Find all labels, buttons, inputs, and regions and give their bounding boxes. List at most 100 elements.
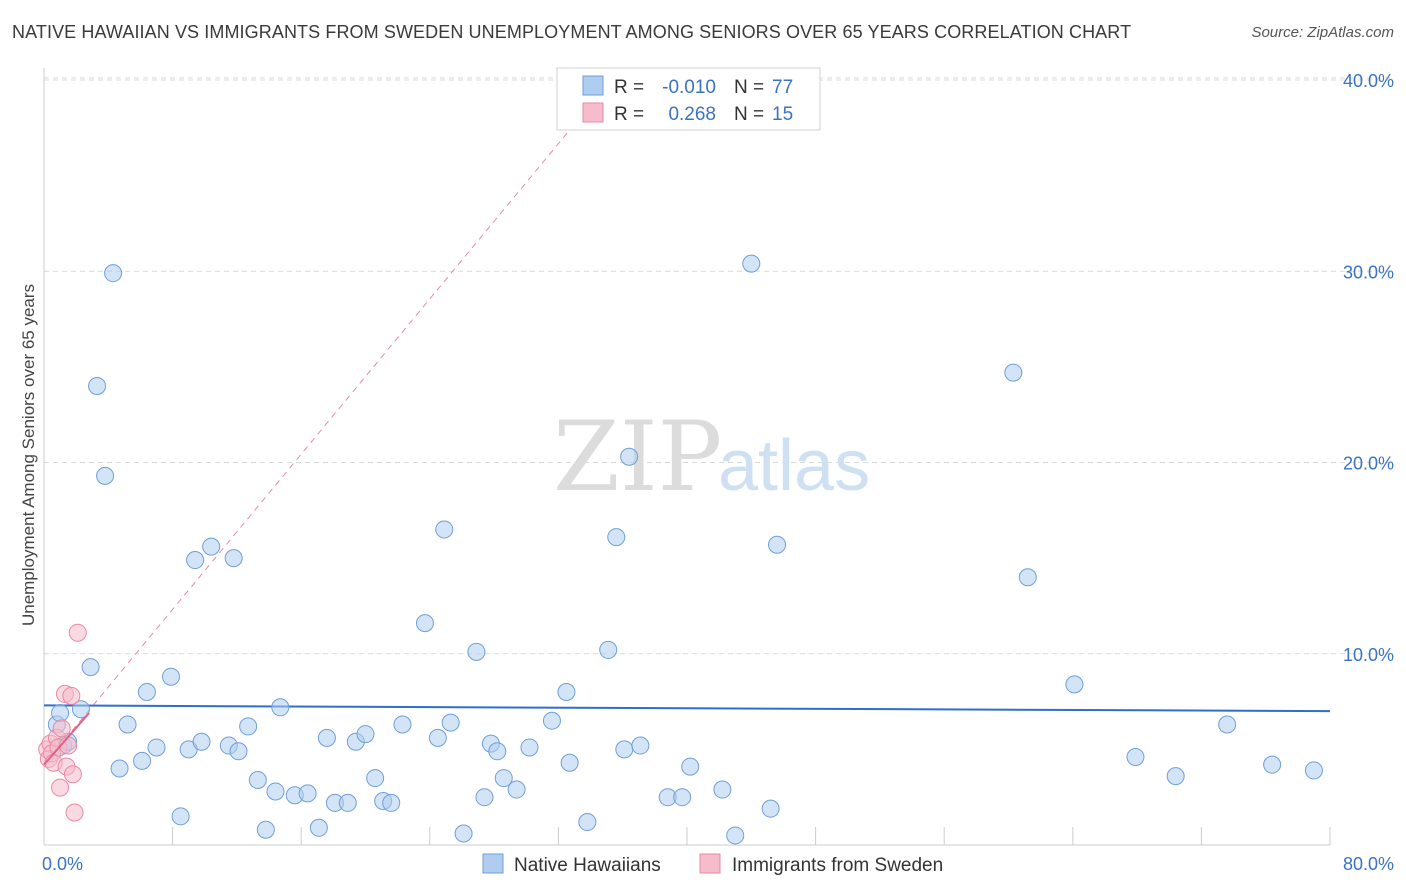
native-hawaiians-point-5 — [81, 658, 100, 677]
native-hawaiians-point-43 — [441, 713, 460, 732]
native-hawaiians-point-56 — [599, 640, 618, 659]
native-hawaiians-trend — [43, 704, 1331, 713]
native-hawaiians-point-15 — [171, 807, 190, 826]
native-hawaiians-point-59 — [620, 447, 639, 466]
series-legend: Native Hawaiians Immigrants from Sweden — [482, 853, 943, 876]
legend-immigrants-sweden: Immigrants from Sweden — [732, 855, 943, 876]
native-hawaiians-points — [47, 254, 1323, 845]
native-hawaiians-point-29 — [298, 784, 317, 803]
native-hawaiians-point-18 — [192, 732, 211, 751]
legend-r-value-1: -0.010 — [662, 77, 716, 98]
native-hawaiians-point-70 — [1018, 568, 1037, 587]
native-hawaiians-point-21 — [224, 549, 243, 568]
legend-native-hawaiians: Native Hawaiians — [514, 855, 661, 876]
source-label: Source: ZipAtlas.com — [1251, 24, 1394, 41]
native-hawaiians-point-72 — [1126, 748, 1145, 767]
native-hawaiians-point-65 — [726, 826, 745, 845]
native-hawaiians-point-54 — [560, 753, 579, 772]
trend-lines — [43, 104, 1331, 765]
sweden-point-13 — [63, 765, 82, 784]
native-hawaiians-point-57 — [607, 528, 626, 547]
native-hawaiians-point-73 — [1166, 767, 1185, 786]
native-hawaiians-point-9 — [110, 759, 129, 778]
sweden-point-14 — [65, 803, 84, 822]
native-hawaiians-point-23 — [239, 717, 258, 736]
x-tick-label-0: 0.0% — [42, 854, 83, 874]
sweden-trend-dashed — [43, 104, 591, 765]
native-hawaiians-point-48 — [488, 742, 507, 761]
native-hawaiians-point-8 — [104, 264, 123, 283]
legend-n-label-2: N = — [734, 104, 764, 125]
native-hawaiians-point-60 — [631, 736, 650, 755]
native-hawaiians-point-53 — [557, 683, 576, 701]
native-hawaiians-point-52 — [542, 711, 561, 730]
sweden-point-7 — [51, 778, 70, 797]
legend-r-value-2: 0.268 — [668, 104, 716, 125]
native-hawaiians-point-51 — [520, 738, 539, 757]
native-hawaiians-point-10 — [118, 715, 137, 734]
x-tick-label-1: 80.0% — [1343, 854, 1394, 874]
native-hawaiians-point-7 — [96, 466, 115, 485]
native-hawaiians-point-26 — [266, 782, 285, 801]
native-hawaiians-point-75 — [1263, 755, 1282, 774]
native-hawaiians-point-40 — [415, 614, 434, 633]
native-hawaiians-point-58 — [615, 740, 634, 759]
native-hawaiians-point-71 — [1065, 675, 1084, 694]
native-hawaiians-point-36 — [366, 769, 385, 788]
native-hawaiians-point-22 — [229, 742, 248, 761]
tick-labels: 10.0% 20.0% 30.0% 40.0% 0.0% 80.0% — [42, 71, 1394, 874]
axes — [43, 68, 1331, 846]
native-hawaiians-point-4 — [71, 700, 90, 719]
native-hawaiians-point-42 — [435, 520, 454, 539]
native-hawaiians-point-1 — [51, 704, 70, 723]
native-hawaiians-point-38 — [382, 793, 401, 812]
native-hawaiians-point-33 — [338, 793, 357, 812]
native-hawaiians-point-27 — [271, 698, 290, 717]
y-tick-label-1: 20.0% — [1343, 454, 1394, 474]
legend-n-value-1: 77 — [772, 77, 793, 98]
native-hawaiians-point-24 — [248, 770, 267, 789]
native-hawaiians-point-50 — [507, 780, 526, 799]
native-hawaiians-point-69 — [1004, 363, 1023, 382]
native-hawaiians-point-45 — [467, 642, 486, 661]
sweden-point-12 — [62, 686, 81, 705]
native-hawaiians-point-67 — [761, 799, 780, 818]
legend-r-label-1: R = — [614, 77, 644, 98]
native-hawaiians-point-49 — [494, 769, 513, 788]
native-hawaiians-point-64 — [713, 780, 732, 799]
native-hawaiians-point-17 — [186, 551, 205, 570]
y-tick-label-2: 30.0% — [1343, 262, 1394, 282]
native-hawaiians-point-76 — [1304, 761, 1323, 780]
native-hawaiians-point-31 — [317, 728, 336, 747]
sweden-point-15 — [68, 623, 87, 642]
native-hawaiians-point-30 — [309, 818, 328, 837]
bottom-swatch-pink — [699, 853, 721, 874]
y-axis-label: Unemployment Among Seniors over 65 years — [19, 284, 38, 626]
native-hawaiians-point-55 — [578, 813, 597, 832]
native-hawaiians-point-66 — [742, 254, 761, 273]
native-hawaiians-point-19 — [202, 537, 221, 556]
native-hawaiians-point-44 — [454, 824, 473, 843]
native-hawaiians-point-74 — [1218, 715, 1237, 734]
bottom-swatch-blue — [482, 853, 504, 874]
native-hawaiians-point-12 — [137, 683, 156, 701]
legend-swatch-pink — [582, 102, 604, 123]
watermark-atlas: atlas — [718, 426, 870, 506]
native-hawaiians-point-6 — [88, 377, 107, 395]
legend-n-label-1: N = — [734, 77, 764, 98]
legend-swatch-blue — [582, 75, 604, 96]
native-hawaiians-point-25 — [256, 820, 275, 839]
sweden-point-11 — [59, 736, 78, 755]
correlation-legend: R = -0.010 N = 77 R = 0.268 N = 15 — [556, 67, 821, 131]
native-hawaiians-point-39 — [393, 715, 412, 734]
grid-lines — [44, 77, 1394, 655]
sweden-points — [38, 623, 90, 822]
sweden-point-8 — [52, 719, 71, 738]
native-hawaiians-point-35 — [356, 725, 375, 744]
native-hawaiians-point-41 — [428, 728, 447, 747]
native-hawaiians-point-14 — [161, 667, 180, 686]
native-hawaiians-point-13 — [147, 738, 166, 757]
native-hawaiians-point-63 — [681, 757, 700, 776]
native-hawaiians-point-68 — [768, 535, 787, 554]
